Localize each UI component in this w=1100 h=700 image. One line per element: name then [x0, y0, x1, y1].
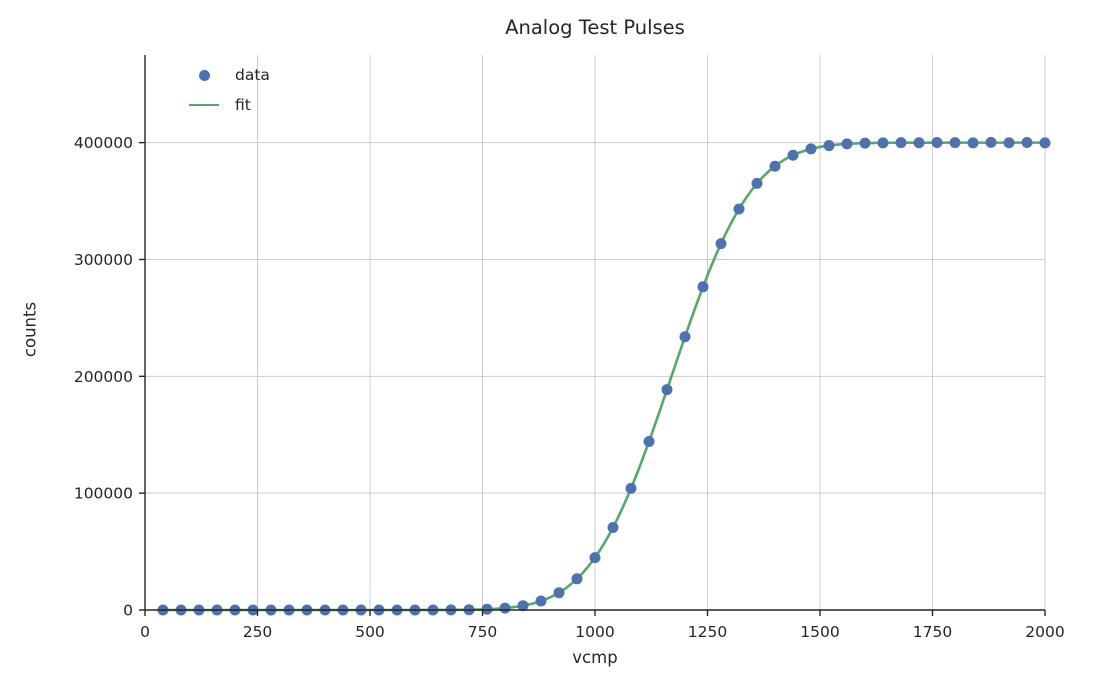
- data-point: [589, 552, 601, 564]
- legend-marker-area: [183, 103, 225, 107]
- y-tick-label: 200000: [74, 368, 133, 386]
- data-point: [877, 137, 889, 149]
- x-tick-label: 1000: [575, 623, 614, 641]
- data-point: [679, 331, 691, 343]
- x-tick-label: 250: [243, 623, 273, 641]
- data-point: [625, 482, 637, 494]
- x-tick-label: 750: [468, 623, 498, 641]
- legend: data fit: [183, 64, 270, 116]
- data-point: [571, 573, 583, 585]
- data-point: [1021, 137, 1033, 149]
- x-tick-label: 1750: [913, 623, 952, 641]
- legend-label-fit: fit: [235, 96, 251, 114]
- data-point: [949, 137, 961, 149]
- x-axis-label: vcmp: [572, 648, 618, 667]
- data-point: [643, 436, 655, 448]
- data-point: [787, 149, 799, 161]
- y-tick-label: 100000: [74, 485, 133, 503]
- data-point: [733, 203, 745, 215]
- fit-line-icon: [189, 103, 219, 107]
- x-tick-label: 0: [140, 623, 150, 641]
- legend-label-data: data: [235, 66, 270, 84]
- data-point: [517, 600, 529, 612]
- chart-title: Analog Test Pulses: [505, 16, 685, 39]
- y-tick-label: 0: [123, 602, 133, 620]
- data-point: [985, 136, 997, 148]
- data-point: [823, 140, 835, 152]
- data-point: [751, 177, 763, 189]
- legend-entry-data: data: [183, 64, 270, 86]
- data-point: [499, 602, 511, 614]
- data-point: [1039, 137, 1051, 149]
- data-point: [535, 595, 547, 607]
- data-point: [481, 603, 493, 615]
- y-tick-label: 300000: [74, 251, 133, 269]
- data-point: [913, 137, 925, 149]
- data-point: [1003, 137, 1015, 149]
- data-point: [841, 138, 853, 150]
- data-point: [931, 137, 943, 149]
- x-tick-label: 500: [355, 623, 385, 641]
- legend-marker-area: [183, 69, 225, 81]
- data-point: [769, 160, 781, 172]
- x-tick-label: 1500: [800, 623, 839, 641]
- data-point: [607, 522, 619, 534]
- data-point: [895, 137, 907, 149]
- data-point: [859, 137, 871, 149]
- data-point: [715, 238, 727, 250]
- data-point: [967, 137, 979, 149]
- x-tick-label: 1250: [688, 623, 727, 641]
- data-point: [661, 384, 673, 396]
- legend-entry-fit: fit: [183, 94, 270, 116]
- data-point: [553, 587, 565, 599]
- data-point: [697, 281, 709, 293]
- y-tick-label: 400000: [74, 134, 133, 152]
- data-marker-icon: [198, 69, 210, 81]
- data-point: [805, 143, 817, 155]
- x-tick-label: 2000: [1025, 623, 1064, 641]
